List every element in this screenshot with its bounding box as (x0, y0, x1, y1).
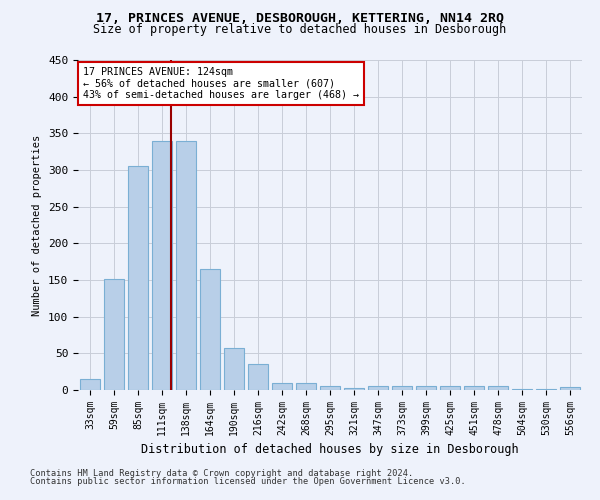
Bar (344, 388, 364, 390)
Y-axis label: Number of detached properties: Number of detached properties (32, 134, 43, 316)
Text: Size of property relative to detached houses in Desborough: Size of property relative to detached ho… (94, 22, 506, 36)
Bar (224, 348, 244, 390)
X-axis label: Distribution of detached houses by size in Desborough: Distribution of detached houses by size … (141, 444, 519, 456)
Text: 17 PRINCES AVENUE: 124sqm
← 56% of detached houses are smaller (607)
43% of semi: 17 PRINCES AVENUE: 124sqm ← 56% of detac… (83, 66, 359, 100)
Bar (488, 386, 508, 390)
Bar (464, 386, 484, 390)
Bar (320, 386, 340, 390)
Bar (368, 386, 388, 390)
Text: Contains HM Land Registry data © Crown copyright and database right 2024.: Contains HM Land Registry data © Crown c… (30, 468, 413, 477)
Bar (272, 382, 292, 390)
Bar (296, 384, 316, 390)
Bar (80, 379, 100, 390)
Bar (560, 387, 580, 390)
Bar (440, 386, 460, 390)
Bar (416, 386, 436, 390)
Text: 17, PRINCES AVENUE, DESBOROUGH, KETTERING, NN14 2RQ: 17, PRINCES AVENUE, DESBOROUGH, KETTERIN… (96, 12, 504, 26)
Bar (128, 166, 148, 390)
Bar (104, 278, 124, 390)
Bar (392, 386, 412, 390)
Bar (248, 364, 268, 390)
Bar (176, 140, 196, 390)
Bar (152, 140, 172, 390)
Text: Contains public sector information licensed under the Open Government Licence v3: Contains public sector information licen… (30, 477, 466, 486)
Bar (200, 269, 220, 390)
